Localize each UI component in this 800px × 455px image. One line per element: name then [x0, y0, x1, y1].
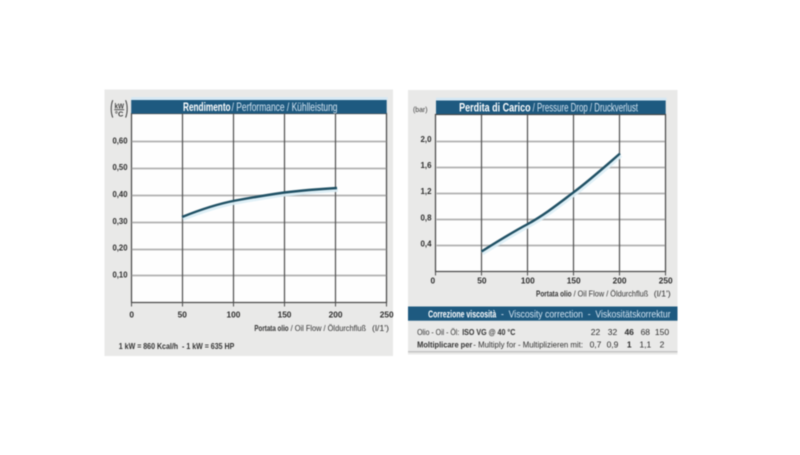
svg-text:0,50: 0,50 [113, 162, 128, 172]
svg-text:(l/1'): (l/1') [372, 323, 389, 333]
svg-text:1 kW = 860 Kcal/h - 1 kW = 63: 1 kW = 860 Kcal/h - 1 kW = 635 HP [119, 341, 235, 351]
svg-text:100: 100 [226, 310, 240, 320]
svg-text:0,40: 0,40 [113, 189, 128, 199]
svg-text:Olio - Oil - Öl:: Olio - Oil - Öl: [417, 327, 459, 337]
svg-text:/ Pressure Drop / Druckverlust: / Pressure Drop / Druckverlust [533, 100, 639, 114]
svg-text:0,9: 0,9 [607, 340, 619, 350]
svg-text:1: 1 [627, 340, 632, 350]
svg-text:150: 150 [655, 327, 669, 337]
svg-text:0: 0 [129, 310, 134, 320]
svg-text:Perdita di Carico: Perdita di Carico [459, 100, 530, 114]
svg-text:200: 200 [329, 310, 343, 320]
svg-text:250: 250 [380, 310, 394, 320]
svg-text:50: 50 [477, 275, 487, 285]
svg-text:22: 22 [591, 327, 601, 337]
svg-text:2: 2 [660, 340, 665, 350]
svg-text:50: 50 [178, 310, 188, 320]
svg-text:32: 32 [608, 327, 618, 337]
svg-text:0,60: 0,60 [113, 135, 128, 145]
svg-text:1,6: 1,6 [421, 160, 432, 170]
svg-text:0,8: 0,8 [421, 212, 432, 222]
svg-text:0,4: 0,4 [421, 238, 432, 248]
svg-text:0,7: 0,7 [590, 340, 602, 350]
svg-text:(l/1'): (l/1') [654, 288, 671, 298]
svg-text:46: 46 [624, 327, 634, 337]
svg-text:2,0: 2,0 [421, 134, 432, 144]
svg-text:200: 200 [613, 275, 627, 285]
svg-text:Rendimento: Rendimento [183, 100, 231, 114]
svg-text:Portata olio: Portata olio [254, 323, 288, 333]
svg-text:68: 68 [641, 327, 651, 337]
svg-text:0,20: 0,20 [113, 243, 128, 253]
svg-text:1,1: 1,1 [639, 340, 651, 350]
svg-text:1,2: 1,2 [421, 186, 432, 196]
svg-text:/ Oil Flow / Öldurchfluß: / Oil Flow / Öldurchfluß [291, 323, 366, 333]
svg-text:/ Oil Flow / Öldurchfluß: / Oil Flow / Öldurchfluß [574, 288, 649, 298]
svg-text:0,10: 0,10 [113, 269, 128, 279]
svg-text:/ Performance / Kühlleistung: / Performance / Kühlleistung [232, 100, 338, 114]
svg-text:Moltiplicare per: Moltiplicare per [417, 340, 473, 350]
svg-text:250: 250 [659, 275, 673, 285]
svg-text:Correzione viscosità: Correzione viscosità [428, 308, 496, 320]
svg-text:0: 0 [430, 275, 435, 285]
svg-text:kW: kW [114, 103, 124, 110]
svg-text:°C: °C [115, 111, 124, 119]
svg-text:- Multiply for - Multipliziere: - Multiply for - Multiplizieren mit: [473, 340, 583, 350]
svg-text:(bar): (bar) [413, 105, 428, 114]
svg-text:ISO VG @ 40 °C: ISO VG @ 40 °C [462, 327, 515, 337]
svg-text:100: 100 [521, 275, 535, 285]
svg-text:150: 150 [278, 310, 292, 320]
svg-text:- Viscosity correction - Vi: - Viscosity correction - Viskositätskorr… [501, 308, 671, 320]
svg-text:0,30: 0,30 [113, 216, 128, 226]
svg-text:Portata olio: Portata olio [536, 288, 572, 298]
svg-text:150: 150 [567, 275, 581, 285]
